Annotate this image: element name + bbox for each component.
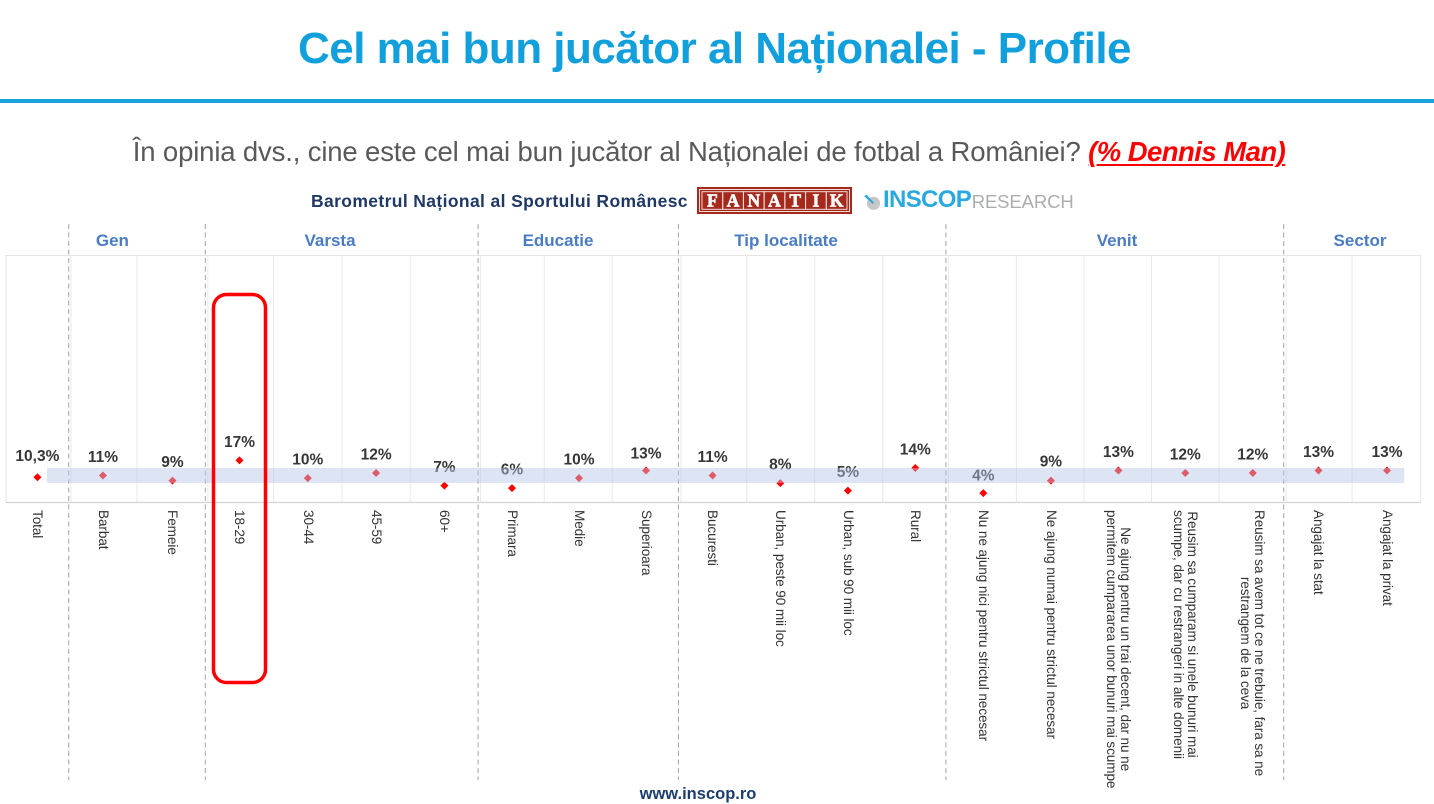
svg-text:T: T	[789, 190, 801, 210]
svg-text:13%: 13%	[1303, 444, 1334, 461]
svg-text:4%: 4%	[972, 467, 995, 484]
svg-text:9%: 9%	[161, 454, 184, 471]
svg-text:N: N	[747, 190, 760, 210]
svg-text:I: I	[813, 190, 820, 210]
svg-text:K: K	[830, 190, 844, 210]
svg-text:7%: 7%	[433, 459, 456, 476]
svg-text:13%: 13%	[1371, 444, 1402, 461]
svg-text:8%: 8%	[769, 457, 792, 474]
svg-text:12%: 12%	[1170, 447, 1201, 464]
svg-text:17%: 17%	[224, 434, 255, 451]
svg-text:13%: 13%	[1103, 444, 1134, 461]
svg-text:A: A	[727, 190, 740, 210]
svg-text:13%: 13%	[630, 445, 661, 462]
svg-text:A: A	[768, 190, 781, 210]
svg-text:9%: 9%	[1040, 454, 1063, 471]
svg-text:10%: 10%	[563, 452, 594, 469]
svg-text:5%: 5%	[837, 464, 860, 481]
svg-text:11%: 11%	[698, 449, 728, 466]
svg-text:12%: 12%	[361, 447, 392, 464]
svg-text:F: F	[707, 190, 718, 210]
svg-text:10,3%: 10,3%	[15, 448, 59, 465]
svg-text:14%: 14%	[900, 442, 931, 459]
svg-text:11%: 11%	[88, 449, 118, 466]
svg-text:12%: 12%	[1237, 447, 1268, 464]
svg-text:6%: 6%	[501, 462, 524, 479]
svg-text:10%: 10%	[292, 452, 323, 469]
